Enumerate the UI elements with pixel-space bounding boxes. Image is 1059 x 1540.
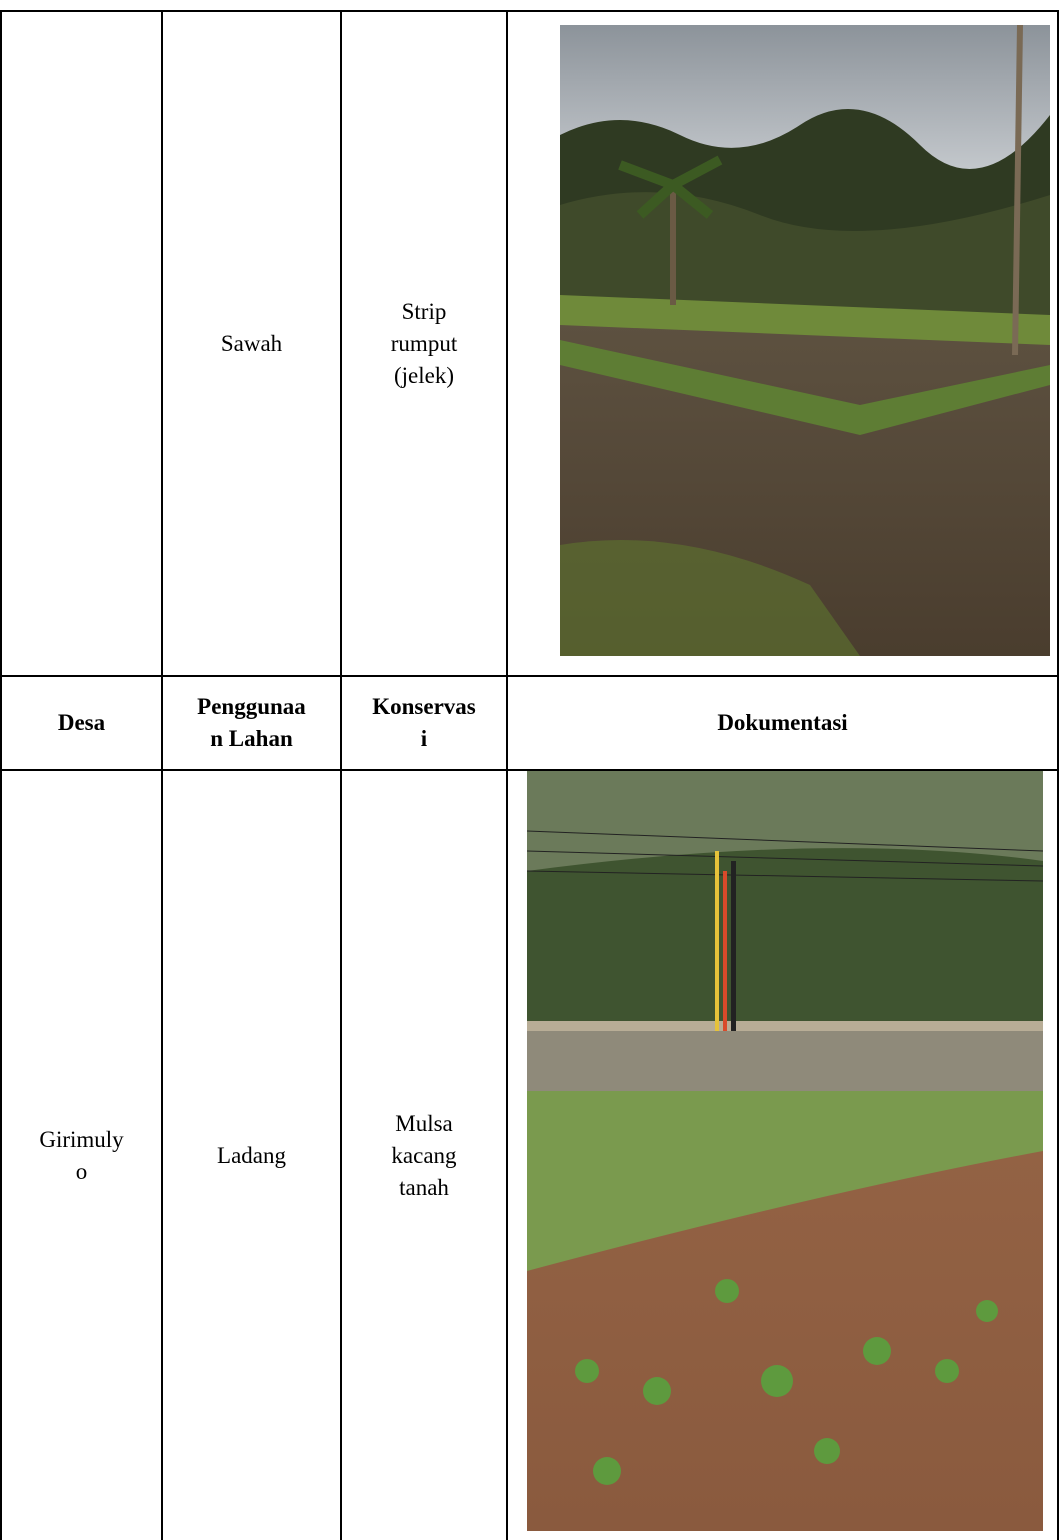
- cell-text: n Lahan: [210, 723, 292, 755]
- cell-text: Mulsa: [395, 1108, 453, 1140]
- cell-text: Sawah: [221, 328, 282, 360]
- cell-text: Penggunaa: [197, 691, 306, 723]
- cell-text: tanah: [399, 1172, 449, 1204]
- cell-text: rumput: [391, 328, 457, 360]
- cell-text: Ladang: [217, 1140, 286, 1172]
- cell-text: (jelek): [394, 360, 454, 392]
- cell-text: Strip: [402, 296, 447, 328]
- cell-text: i: [421, 723, 427, 755]
- rule: [506, 10, 508, 1540]
- cell: Sawah: [163, 12, 340, 675]
- cell: Ladang: [163, 771, 340, 1540]
- header-cell: Desa: [2, 677, 161, 769]
- cell-text: kacang: [391, 1140, 456, 1172]
- header-cell: Dokumentasi: [508, 677, 1057, 769]
- cell-text: Desa: [58, 707, 105, 739]
- cell-text: Konservas: [372, 691, 476, 723]
- cell: [2, 12, 161, 675]
- cell-text: o: [76, 1156, 88, 1188]
- photo: [560, 25, 1050, 656]
- photo: [527, 771, 1043, 1531]
- page: Sawah Striprumput(jelek) Desa Penggunaan…: [0, 0, 1059, 1540]
- cell-text: Dokumentasi: [717, 707, 847, 739]
- cell-text: Girimuly: [39, 1124, 123, 1156]
